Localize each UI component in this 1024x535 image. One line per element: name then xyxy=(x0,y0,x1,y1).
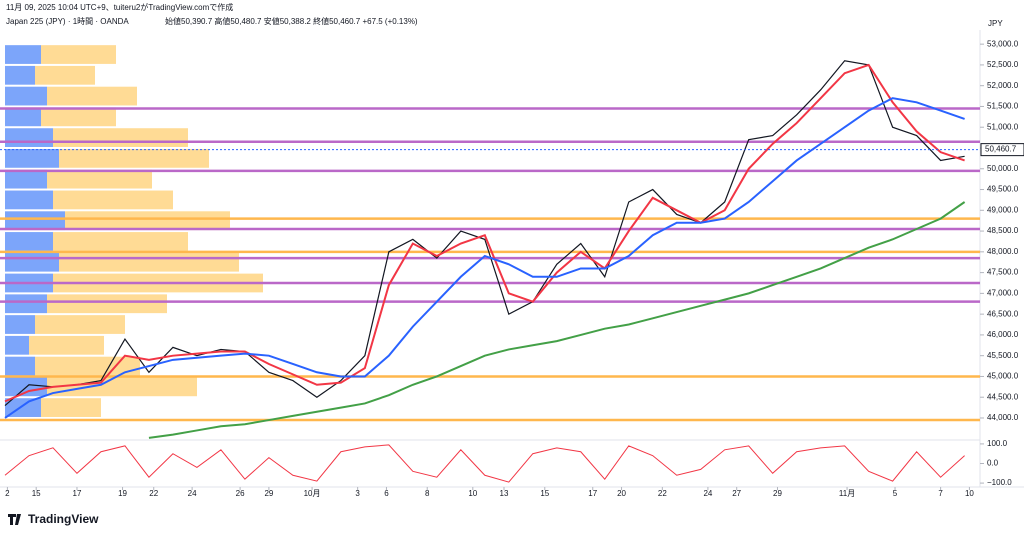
x-tick-label: 8 xyxy=(425,489,430,498)
x-tick-label: 10 xyxy=(965,489,974,498)
last-price-label: 50,460.7 xyxy=(985,145,1017,154)
series-long xyxy=(148,201,966,439)
osc-tick-label: 100.0 xyxy=(987,439,1008,448)
x-tick-label: 20 xyxy=(617,489,626,498)
volume-up xyxy=(47,169,152,189)
volume-down xyxy=(5,107,41,127)
volume-down xyxy=(5,315,35,334)
volume-up xyxy=(29,335,104,355)
volume-up xyxy=(41,45,116,64)
osc-tick-label: 0.0 xyxy=(987,459,999,468)
volume-up xyxy=(65,211,230,231)
x-tick-label: 22 xyxy=(149,489,158,498)
y-tick-label: 45,500.0 xyxy=(987,351,1019,360)
x-tick-label: 22 xyxy=(658,489,667,498)
logo xyxy=(8,514,21,525)
y-tick-label: 44,000.0 xyxy=(987,413,1019,422)
x-tick-label: 10 xyxy=(468,489,477,498)
volume-down xyxy=(5,45,41,64)
x-tick-label: 27 xyxy=(732,489,741,498)
y-tick-label: 49,500.0 xyxy=(987,185,1019,194)
y-tick-label: 48,000.0 xyxy=(987,247,1019,256)
volume-down xyxy=(5,148,59,168)
ohlc: 始値50,390.7 高値50,480.7 安値50,388.2 終値50,46… xyxy=(165,16,418,26)
oscillator-line xyxy=(4,444,965,483)
volume-down xyxy=(5,252,59,272)
y-tick-label: 50,000.0 xyxy=(987,164,1019,173)
volume-down xyxy=(5,169,47,189)
series-price xyxy=(4,60,965,406)
volume-down xyxy=(5,335,29,355)
volume-up xyxy=(47,294,167,314)
volume-down xyxy=(5,211,65,231)
volume-down xyxy=(5,190,53,210)
volume-up xyxy=(53,128,188,147)
currency: JPY xyxy=(988,19,1003,28)
volume-up xyxy=(35,315,125,334)
series-slow xyxy=(4,97,965,419)
y-tick-label: 51,000.0 xyxy=(987,122,1019,131)
x-tick-label: 29 xyxy=(773,489,782,498)
volume-up xyxy=(41,398,101,417)
y-tick-label: 49,000.0 xyxy=(987,205,1019,214)
chart-title: Japan 225 (JPY) · 1時間 · OANDA xyxy=(6,17,129,26)
osc-tick-label: −100.0 xyxy=(987,478,1012,487)
y-tick-label: 53,000.0 xyxy=(987,39,1019,48)
volume-up xyxy=(59,252,239,272)
y-tick-label: 46,500.0 xyxy=(987,309,1019,318)
volume-up xyxy=(53,232,188,251)
volume-up xyxy=(35,356,140,376)
x-tick-label: 10月 xyxy=(304,489,321,498)
x-tick-label: 11月 xyxy=(839,489,855,498)
volume-up xyxy=(41,107,116,127)
y-tick-label: 51,500.0 xyxy=(987,102,1019,111)
x-tick-label: 7 xyxy=(938,489,943,498)
header: 11月 09, 2025 10:04 UTC+9、tuiteru2がTradin… xyxy=(6,2,233,12)
y-tick-label: 46,000.0 xyxy=(987,330,1019,339)
volume-up xyxy=(47,377,197,397)
x-tick-label: 5 xyxy=(893,489,898,498)
x-tick-label: 17 xyxy=(73,489,82,498)
x-tick-label: 29 xyxy=(264,489,273,498)
volume-down xyxy=(5,128,53,147)
x-tick-label: 15 xyxy=(540,489,549,498)
last-price-box xyxy=(980,143,1024,157)
y-tick-label: 44,500.0 xyxy=(987,392,1019,401)
main-panel xyxy=(0,45,980,439)
y-tick-label: 47,500.0 xyxy=(987,268,1019,277)
volume-down xyxy=(5,232,53,251)
volume-up xyxy=(35,65,95,85)
y-tick-label: 52,500.0 xyxy=(987,60,1019,69)
brand: TradingView xyxy=(28,512,99,526)
volume-up xyxy=(47,86,137,106)
x-tick-label: 19 xyxy=(118,489,127,498)
volume-down xyxy=(5,356,35,376)
x-tick-label: 2 xyxy=(5,489,10,498)
x-tick-label: 13 xyxy=(500,489,509,498)
volume-up xyxy=(59,148,209,168)
x-tick-label: 26 xyxy=(236,489,245,498)
y-tick-label: 47,000.0 xyxy=(987,288,1019,297)
x-tick-label: 17 xyxy=(588,489,597,498)
x-tick-label: 15 xyxy=(32,489,41,498)
volume-down xyxy=(5,86,47,106)
x-tick-label: 6 xyxy=(384,489,389,498)
volume-up xyxy=(53,190,173,210)
x-tick-label: 3 xyxy=(355,489,360,498)
y-tick-label: 48,500.0 xyxy=(987,226,1019,235)
volume-down xyxy=(5,294,47,314)
oscillator-panel xyxy=(4,444,965,483)
series-fast xyxy=(4,63,965,403)
x-tick-label: 24 xyxy=(703,489,712,498)
y-tick-label: 45,000.0 xyxy=(987,372,1019,381)
volume-down xyxy=(5,65,35,85)
y-tick-label: 52,000.0 xyxy=(987,81,1019,90)
x-tick-label: 24 xyxy=(188,489,197,498)
